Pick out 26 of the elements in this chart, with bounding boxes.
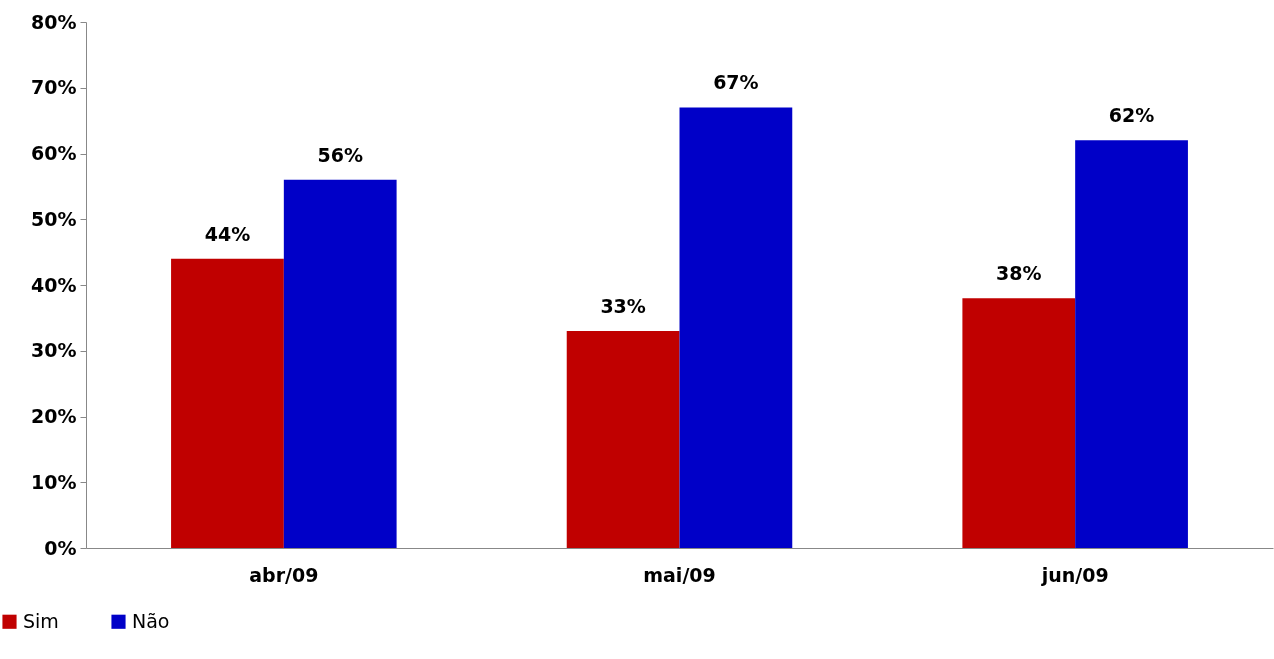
y-tick-label: 70% — [31, 76, 77, 99]
bar — [566, 331, 680, 548]
data-label: 67% — [713, 71, 759, 94]
y-tick-label: 60% — [31, 142, 77, 164]
data-label: 33% — [600, 295, 646, 318]
legend-label: Sim — [23, 609, 59, 632]
bar — [1075, 140, 1188, 548]
x-tick-label: abr/09 — [249, 563, 319, 586]
data-label: 62% — [1108, 104, 1155, 127]
x-tick-label: jun/09 — [1040, 563, 1109, 586]
legend-label: Não — [132, 609, 170, 632]
data-label: 44% — [204, 222, 251, 245]
y-tick-label: 30% — [31, 339, 77, 362]
y-tick-label: 10% — [31, 470, 77, 493]
y-tick-label: 40% — [31, 273, 77, 296]
bar — [962, 298, 1076, 548]
y-tick-label: 0% — [44, 536, 77, 559]
bar — [679, 107, 793, 548]
y-tick-label: 20% — [31, 405, 77, 427]
data-label: 38% — [996, 262, 1042, 285]
y-tick-label: 80% — [31, 10, 77, 33]
x-tick-label: mai/09 — [643, 563, 716, 586]
data-label: 56% — [317, 143, 363, 166]
bar — [171, 258, 284, 548]
bar — [283, 179, 397, 548]
y-tick-label: 50% — [31, 207, 77, 230]
